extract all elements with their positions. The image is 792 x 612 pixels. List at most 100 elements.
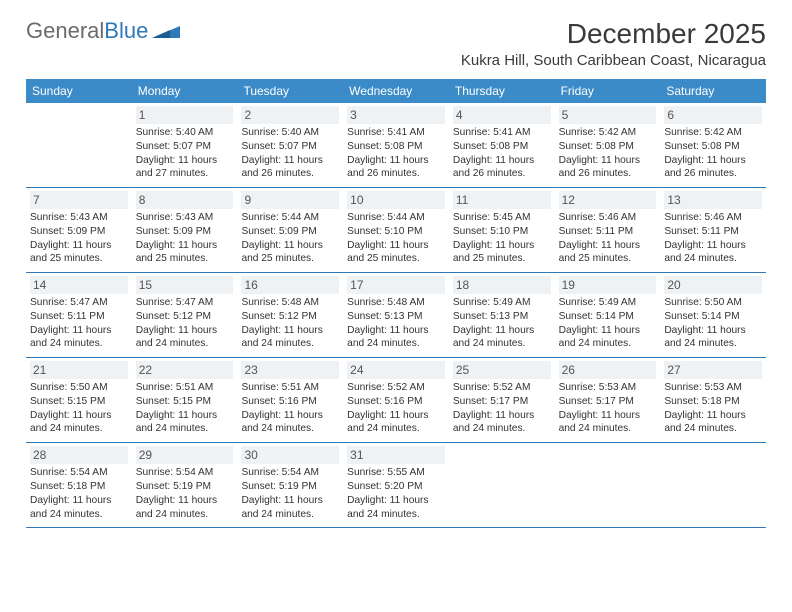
day-number: 30: [241, 446, 339, 464]
day-number: 14: [30, 276, 128, 294]
info-line: Sunrise: 5:54 AM: [136, 466, 234, 480]
day-cell: [26, 103, 132, 187]
info-line: Sunset: 5:08 PM: [347, 140, 445, 154]
info-line: and 24 minutes.: [30, 508, 128, 522]
info-line: Daylight: 11 hours: [559, 154, 657, 168]
info-line: Daylight: 11 hours: [559, 409, 657, 423]
info-line: Sunrise: 5:52 AM: [347, 381, 445, 395]
info-line: Daylight: 11 hours: [453, 154, 551, 168]
info-line: Sunrise: 5:47 AM: [136, 296, 234, 310]
day-number: 19: [559, 276, 657, 294]
info-line: Daylight: 11 hours: [241, 409, 339, 423]
info-line: Sunrise: 5:40 AM: [136, 126, 234, 140]
day-cell: [449, 443, 555, 527]
info-line: Sunset: 5:20 PM: [347, 480, 445, 494]
day-number: 16: [241, 276, 339, 294]
info-line: and 24 minutes.: [136, 337, 234, 351]
info-line: Daylight: 11 hours: [453, 409, 551, 423]
info-line: Sunrise: 5:53 AM: [664, 381, 762, 395]
day-info: Sunrise: 5:41 AMSunset: 5:08 PMDaylight:…: [453, 126, 551, 181]
info-line: and 24 minutes.: [30, 337, 128, 351]
info-line: and 24 minutes.: [453, 337, 551, 351]
day-cell: 24Sunrise: 5:52 AMSunset: 5:16 PMDayligh…: [343, 358, 449, 442]
info-line: Sunset: 5:08 PM: [664, 140, 762, 154]
week-row: 7 Sunrise: 5:43 AMSunset: 5:09 PMDaylight…: [26, 188, 766, 273]
info-line: and 25 minutes.: [559, 252, 657, 266]
location: Kukra Hill, South Caribbean Coast, Nicar…: [461, 52, 766, 69]
day-number: 5: [559, 106, 657, 124]
day-number: 6: [664, 106, 762, 124]
info-line: Daylight: 11 hours: [453, 324, 551, 338]
info-line: Daylight: 11 hours: [664, 324, 762, 338]
info-line: Sunrise: 5:54 AM: [30, 466, 128, 480]
day-cell: 7Sunrise: 5:43 AMSunset: 5:09 PMDaylight…: [26, 188, 132, 272]
info-line: Daylight: 11 hours: [347, 154, 445, 168]
day-cell: 18Sunrise: 5:49 AMSunset: 5:13 PMDayligh…: [449, 273, 555, 357]
day-cell: 2 Sunrise: 5:40 AMSunset: 5:07 PMDaylight…: [237, 103, 343, 187]
info-line: Sunset: 5:07 PM: [241, 140, 339, 154]
day-info: Sunrise: 5:54 AMSunset: 5:18 PMDaylight:…: [30, 466, 128, 521]
day-info: Sunrise: 5:48 AMSunset: 5:12 PMDaylight:…: [241, 296, 339, 351]
day-cell: 8Sunrise: 5:43 AMSunset: 5:09 PMDaylight…: [132, 188, 238, 272]
day-number: 15: [136, 276, 234, 294]
day-number: 25: [453, 361, 551, 379]
week-row: 21Sunrise: 5:50 AMSunset: 5:15 PMDayligh…: [26, 358, 766, 443]
day-cell: 16 Sunrise: 5:48 AMSunset: 5:12 PMDayligh…: [237, 273, 343, 357]
info-line: and 25 minutes.: [30, 252, 128, 266]
day-cell: 27Sunrise: 5:53 AMSunset: 5:18 PMDayligh…: [660, 358, 766, 442]
info-line: Sunset: 5:13 PM: [347, 310, 445, 324]
info-line: and 24 minutes.: [453, 422, 551, 436]
day-info: Sunrise: 5:45 AMSunset: 5:10 PMDaylight:…: [453, 211, 551, 266]
day-info: Sunrise: 5:40 AMSunset: 5:07 PMDaylight:…: [241, 126, 339, 181]
day-cell: 28Sunrise: 5:54 AMSunset: 5:18 PMDayligh…: [26, 443, 132, 527]
info-line: and 24 minutes.: [30, 422, 128, 436]
info-line: Sunrise: 5:55 AM: [347, 466, 445, 480]
day-info: Sunrise: 5:49 AMSunset: 5:14 PMDaylight:…: [559, 296, 657, 351]
info-line: Daylight: 11 hours: [30, 239, 128, 253]
info-line: and 24 minutes.: [241, 337, 339, 351]
info-line: Sunset: 5:18 PM: [30, 480, 128, 494]
info-line: Sunrise: 5:44 AM: [241, 211, 339, 225]
info-line: and 26 minutes.: [241, 167, 339, 181]
info-line: and 25 minutes.: [136, 252, 234, 266]
day-number: 13: [664, 191, 762, 209]
day-number: 2: [241, 106, 339, 124]
day-cell: 21Sunrise: 5:50 AMSunset: 5:15 PMDayligh…: [26, 358, 132, 442]
info-line: Sunset: 5:11 PM: [559, 225, 657, 239]
info-line: Sunrise: 5:50 AM: [664, 296, 762, 310]
day-number: 7: [30, 191, 128, 209]
day-number: 4: [453, 106, 551, 124]
info-line: Sunrise: 5:51 AM: [241, 381, 339, 395]
day-cell: 4 Sunrise: 5:41 AMSunset: 5:08 PMDaylight…: [449, 103, 555, 187]
day-cell: 5 Sunrise: 5:42 AMSunset: 5:08 PMDaylight…: [555, 103, 661, 187]
info-line: Daylight: 11 hours: [136, 154, 234, 168]
day-number: 24: [347, 361, 445, 379]
info-line: Sunrise: 5:41 AM: [347, 126, 445, 140]
info-line: Daylight: 11 hours: [241, 494, 339, 508]
info-line: and 24 minutes.: [347, 508, 445, 522]
info-line: Daylight: 11 hours: [241, 154, 339, 168]
info-line: Daylight: 11 hours: [136, 239, 234, 253]
week-row: 28Sunrise: 5:54 AMSunset: 5:18 PMDayligh…: [26, 443, 766, 528]
day-info: Sunrise: 5:54 AMSunset: 5:19 PMDaylight:…: [136, 466, 234, 521]
info-line: Sunset: 5:11 PM: [30, 310, 128, 324]
info-line: Daylight: 11 hours: [30, 324, 128, 338]
info-line: and 25 minutes.: [347, 252, 445, 266]
info-line: Sunset: 5:17 PM: [453, 395, 551, 409]
info-line: and 24 minutes.: [664, 252, 762, 266]
info-line: Sunrise: 5:52 AM: [453, 381, 551, 395]
day-info: Sunrise: 5:53 AMSunset: 5:17 PMDaylight:…: [559, 381, 657, 436]
day-header-cell: Sunday: [26, 79, 132, 103]
day-info: Sunrise: 5:40 AMSunset: 5:07 PMDaylight:…: [136, 126, 234, 181]
calendar: SundayMondayTuesdayWednesdayThursdayFrid…: [26, 79, 766, 528]
info-line: Sunset: 5:11 PM: [664, 225, 762, 239]
info-line: Sunrise: 5:50 AM: [30, 381, 128, 395]
header: GeneralBlue December 2025 Kukra Hill, So…: [26, 18, 766, 69]
day-info: Sunrise: 5:42 AMSunset: 5:08 PMDaylight:…: [559, 126, 657, 181]
day-number: 20: [664, 276, 762, 294]
day-info: Sunrise: 5:43 AMSunset: 5:09 PMDaylight:…: [136, 211, 234, 266]
info-line: and 24 minutes.: [136, 422, 234, 436]
calendar-body: 1Sunrise: 5:40 AMSunset: 5:07 PMDaylight…: [26, 103, 766, 528]
info-line: Sunset: 5:09 PM: [136, 225, 234, 239]
info-line: Sunset: 5:17 PM: [559, 395, 657, 409]
